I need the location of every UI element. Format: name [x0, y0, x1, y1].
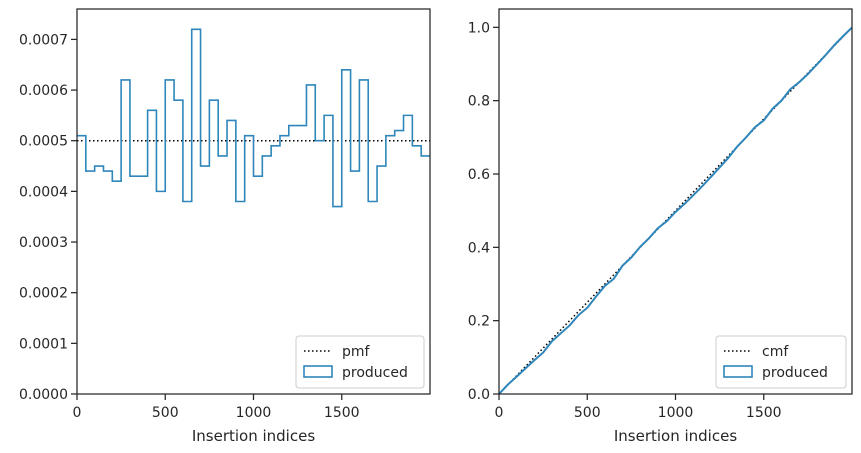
pmf-histogram-chart: 0 500 1000 1500 0.0000 0.0001 0.0002 0.0003 0.00…: [19, 8, 431, 445]
y-tick-label: 1.0: [468, 20, 490, 36]
y-tick-label: 0.0000: [19, 387, 68, 403]
x-tick-label: 500: [152, 405, 179, 421]
y-tick-label: 0.0007: [19, 32, 68, 48]
x-tick-label: 1500: [746, 405, 782, 421]
x-tick-label: 1500: [324, 405, 360, 421]
x-tick-label: 0: [495, 405, 504, 421]
y-tick-label: 0.0005: [19, 134, 68, 150]
legend-produced-label: produced: [762, 365, 828, 381]
cmf-reference-line: [498, 26, 853, 395]
y-tick-label: 0.0: [468, 387, 490, 403]
legend: cmf produced: [715, 335, 847, 389]
y-tick-label: 0.0002: [19, 286, 68, 302]
y-tick-label: 0.0004: [19, 184, 68, 200]
legend: pmf produced: [295, 335, 425, 389]
y-tick-label: 0.2: [468, 314, 490, 330]
y-tick-label: 0.4: [468, 240, 490, 256]
legend-produced-label: produced: [342, 365, 408, 381]
y-tick-label: 0.0001: [19, 336, 68, 352]
y-tick-label: 0.0006: [19, 83, 68, 99]
y-tick-label: 0.0003: [19, 235, 68, 251]
y-tick-label: 0.8: [468, 94, 490, 110]
legend-box: [295, 335, 425, 389]
legend-reference-label: cmf: [762, 344, 789, 360]
produced-cmf-series: [498, 26, 853, 395]
y-tick-label: 0.6: [468, 167, 490, 183]
cmf-line-chart: 0 500 1000 1500 0.0 0.2 0.4 0.6 0.8 1.0 Insertion …: [468, 8, 853, 445]
x-tick-label: 1000: [236, 405, 272, 421]
x-tick-label: 0: [73, 405, 82, 421]
x-tick-label: 500: [574, 405, 601, 421]
x-tick-label: 1000: [658, 405, 694, 421]
legend-produced-swatch: [303, 365, 333, 378]
produced-step-series: [77, 28, 430, 208]
x-axis-label: Insertion indices: [614, 427, 737, 445]
legend-produced-swatch: [723, 365, 753, 378]
legend-reference-label: pmf: [342, 344, 371, 360]
x-axis-label: Insertion indices: [192, 427, 315, 445]
legend-box: [715, 335, 847, 389]
